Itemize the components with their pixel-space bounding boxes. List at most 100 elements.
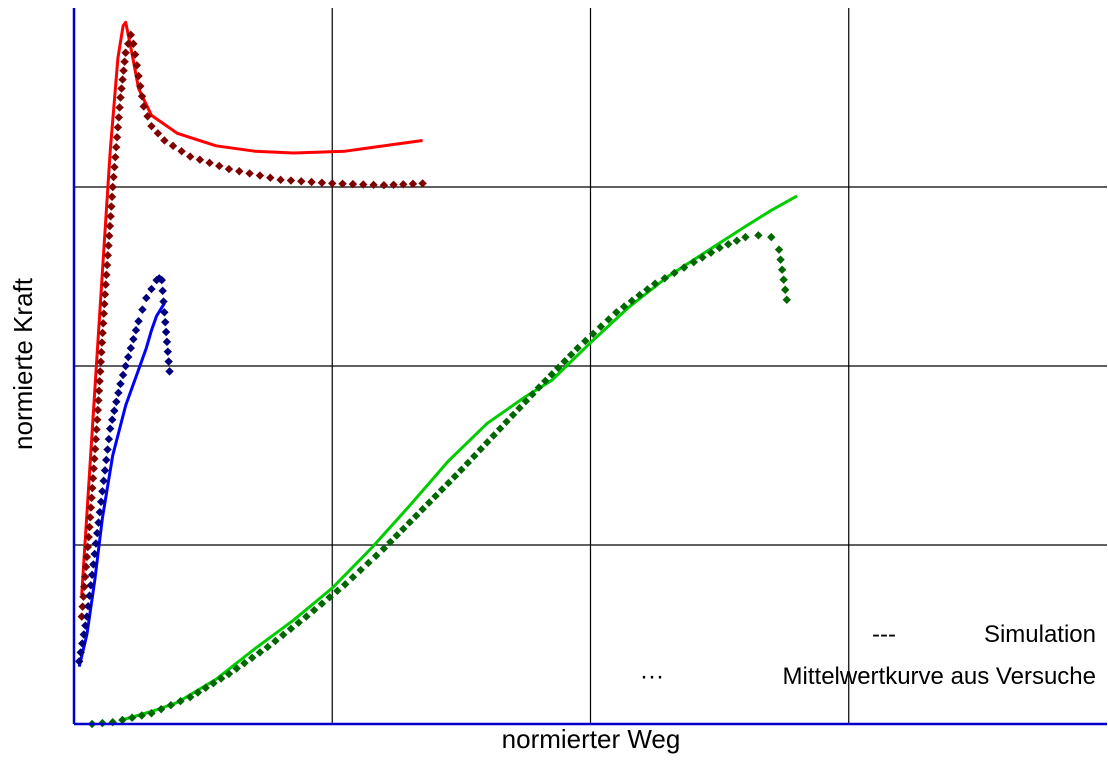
series-1-point xyxy=(369,180,378,190)
series-3-point xyxy=(102,455,111,465)
series-5-point xyxy=(732,236,742,245)
series-3-point xyxy=(129,334,138,344)
series-5-point xyxy=(588,329,598,338)
series-1-point xyxy=(255,171,265,180)
series-5-point xyxy=(635,290,644,300)
series-5-point xyxy=(528,390,537,399)
series-5-point xyxy=(193,688,203,697)
series-1-point xyxy=(102,260,112,270)
series-1-point xyxy=(77,612,86,621)
series-5-point xyxy=(263,642,272,652)
series-5-point xyxy=(325,593,334,602)
series-5-point xyxy=(777,265,787,274)
series-5-point xyxy=(604,315,613,324)
series-1-point xyxy=(186,152,195,161)
series-5-point xyxy=(437,485,447,494)
series-1 xyxy=(77,30,427,621)
series-5-point xyxy=(232,664,241,673)
series-5-point xyxy=(782,295,791,304)
series-3-point xyxy=(162,337,172,347)
series-5 xyxy=(87,231,791,729)
series-5-point xyxy=(521,397,531,406)
series-1-point xyxy=(418,179,427,188)
series-5-point xyxy=(627,296,637,306)
series-5-point xyxy=(534,383,544,392)
series-5-point xyxy=(698,253,707,262)
series-3-point xyxy=(95,507,105,517)
series-3-point xyxy=(96,497,106,506)
series-1-point xyxy=(317,178,327,187)
legend: --- Simulation ··· Mittelwertkurve aus V… xyxy=(640,621,1096,690)
series-0-line xyxy=(80,20,423,596)
series-5-point xyxy=(309,605,319,615)
series-5-point xyxy=(715,243,724,253)
series-1-point xyxy=(120,57,129,66)
series-5-point xyxy=(224,669,234,679)
series-5-point xyxy=(573,343,582,353)
series-5-point xyxy=(431,491,440,501)
series-1-point xyxy=(134,71,143,81)
series-5-point xyxy=(286,624,296,633)
series-3-point xyxy=(90,549,99,559)
series-5-point xyxy=(547,370,556,379)
series-5-point xyxy=(156,705,166,714)
series-1-point xyxy=(103,251,113,260)
series-2 xyxy=(77,302,166,668)
legend-marker-symbol: ··· xyxy=(640,663,664,690)
series-5-point xyxy=(689,257,698,267)
series-5-point xyxy=(411,511,421,520)
series-1-point xyxy=(110,162,119,172)
series-5-point xyxy=(147,709,156,718)
series-0 xyxy=(80,20,423,596)
series-1-point xyxy=(104,241,113,250)
series-3-point xyxy=(89,560,98,569)
series-1-point xyxy=(83,542,92,552)
series-3-point xyxy=(164,357,173,366)
series-5-point xyxy=(399,524,408,534)
series-3-point xyxy=(110,406,119,415)
series-3-point xyxy=(157,275,167,285)
series-1-point xyxy=(119,66,128,75)
series-1-point xyxy=(97,338,107,347)
series-1-point xyxy=(399,180,408,189)
series-1-point xyxy=(139,102,148,111)
series-1-point xyxy=(78,602,87,611)
series-1-point xyxy=(88,483,97,493)
series-3-point xyxy=(84,601,93,611)
series-5-point xyxy=(127,713,137,722)
series-1-point xyxy=(101,280,110,289)
series-4 xyxy=(120,194,798,722)
series-4-line xyxy=(120,194,798,722)
series-3-point xyxy=(126,343,136,353)
series-5-point xyxy=(302,612,311,621)
series-1-point xyxy=(93,405,103,415)
y-axis-label: normierte Kraft xyxy=(8,277,38,450)
series-3-point xyxy=(76,648,85,657)
series-3-point xyxy=(78,639,87,648)
series-5-point xyxy=(483,438,492,447)
series-1-point xyxy=(87,493,96,503)
series-3-point xyxy=(87,570,97,580)
series-1-point xyxy=(108,182,117,192)
series-5-point xyxy=(424,498,434,507)
series-1-point xyxy=(105,231,114,241)
series-5-point xyxy=(489,431,498,440)
series-1-point xyxy=(348,179,358,189)
series-5-point xyxy=(379,544,389,553)
series-5-point xyxy=(560,357,569,366)
series-5-point xyxy=(476,445,485,454)
series-5-point xyxy=(176,696,185,706)
series-layer xyxy=(74,20,798,729)
series-1-point xyxy=(94,396,103,405)
series-1-point xyxy=(359,180,368,189)
series-5-point xyxy=(371,551,381,560)
series-1-point xyxy=(235,167,244,176)
series-3-point xyxy=(118,370,128,380)
series-1-point xyxy=(92,425,101,434)
series-1-point xyxy=(177,147,186,156)
series-5-point xyxy=(754,231,763,240)
series-5-point xyxy=(405,518,414,527)
series-3-point xyxy=(93,528,102,538)
series-5-point xyxy=(166,701,176,710)
series-3-point xyxy=(108,415,117,424)
